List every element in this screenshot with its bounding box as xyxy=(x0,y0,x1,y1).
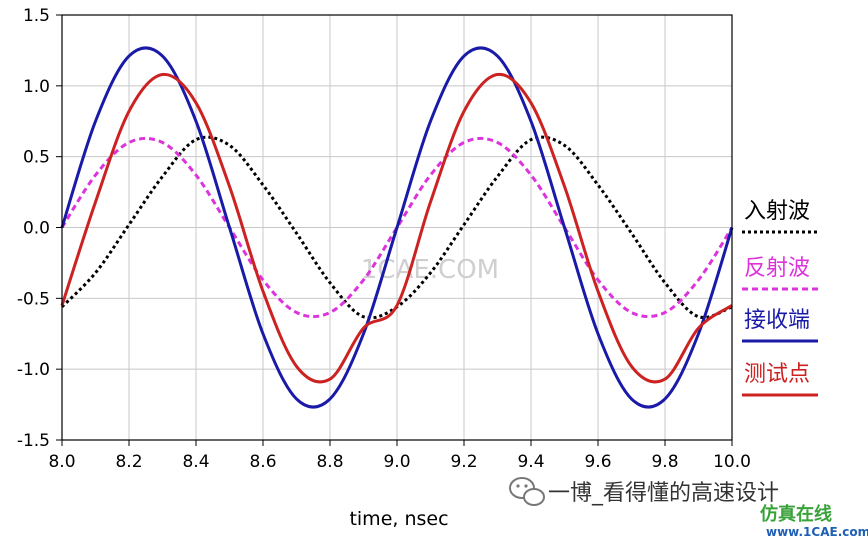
x-tick-label: 8.4 xyxy=(182,452,209,472)
x-tick-label: 8.6 xyxy=(249,452,276,472)
y-tick-label: 0.5 xyxy=(23,148,50,168)
y-tick-label: -1.0 xyxy=(17,360,50,380)
wechat-icon xyxy=(509,477,545,506)
y-tick-label: 1.0 xyxy=(23,77,50,97)
x-tick-label: 10.0 xyxy=(713,452,751,472)
account-watermark: 一博_看得懂的高速设计 xyxy=(509,477,779,506)
y-tick-label: -1.5 xyxy=(17,431,50,451)
x-tick-label: 9.0 xyxy=(383,452,410,472)
brand-watermark: 仿真在线 www.1CAE.com xyxy=(760,503,868,539)
x-tick-label: 9.4 xyxy=(517,452,544,472)
account-watermark-text: 一博_看得懂的高速设计 xyxy=(548,481,779,506)
legend-label: 反射波 xyxy=(744,256,810,281)
x-tick-label: 8.0 xyxy=(48,452,75,472)
series-line-4 xyxy=(60,72,733,384)
x-axis-title: time, nsec xyxy=(349,508,448,530)
axes: 8.0 8.2 8.4 8.6 8.8 9.0 9.2 9.4 9.6 9.8 10.0 1.5 1.0… xyxy=(17,6,751,472)
brand-watermark-url: www.1CAE.com xyxy=(766,525,868,539)
x-tick-label: 9.2 xyxy=(450,452,477,472)
x-tick-label: 8.2 xyxy=(115,452,142,472)
x-tick-label: 9.6 xyxy=(584,452,611,472)
legend-label: 测试点 xyxy=(744,362,810,387)
series-line-3 xyxy=(60,46,734,409)
x-tick-label: 9.8 xyxy=(651,452,678,472)
legend-label: 入射波 xyxy=(744,199,810,224)
y-tick-label: 1.5 xyxy=(23,6,50,26)
brand-watermark-title: 仿真在线 xyxy=(760,503,832,525)
series-line-2 xyxy=(60,136,734,319)
y-tick-label: -0.5 xyxy=(17,289,50,309)
y-tick-label: 0.0 xyxy=(23,219,50,239)
series-group xyxy=(60,46,734,409)
legend-label: 接收端 xyxy=(744,308,810,333)
x-tick-label: 8.8 xyxy=(316,452,343,472)
